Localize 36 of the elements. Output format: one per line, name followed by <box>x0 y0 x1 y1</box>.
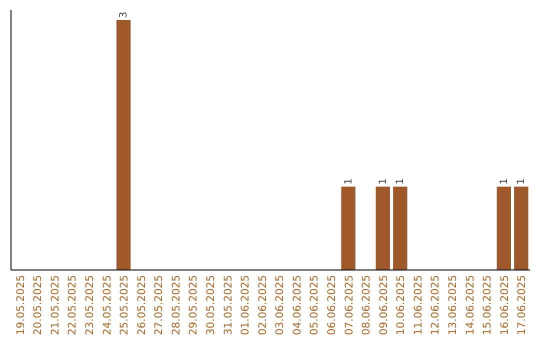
x-tick-label: 26.05.2025 <box>136 275 148 336</box>
x-tick-label: 01.06.2025 <box>240 275 252 336</box>
data-label: 1 <box>378 178 389 185</box>
x-tick-label: 16.06.2025 <box>498 275 511 336</box>
x-tick-label: 19.05.2025 <box>14 275 27 336</box>
x-tick-label: 17.06.2025 <box>516 275 528 336</box>
x-tick-label: 07.06.2025 <box>343 275 356 336</box>
x-tick-label: 28.05.2025 <box>170 275 182 336</box>
x-tick-label: 20.05.2025 <box>32 275 44 336</box>
x-tick-label: 09.06.2025 <box>378 275 390 336</box>
x-tick-label: 21.05.2025 <box>49 275 62 336</box>
x-tick-label: 10.06.2025 <box>395 275 408 336</box>
data-label: 1 <box>343 178 354 185</box>
data-label: 3 <box>118 12 130 18</box>
x-tick-label: 30.05.2025 <box>204 275 217 336</box>
x-tick-label: 15.06.2025 <box>482 275 494 336</box>
x-tick-label: 22.05.2025 <box>66 275 79 336</box>
data-label: 1 <box>395 178 406 185</box>
x-tick-label: 11.06.2025 <box>412 275 424 336</box>
data-label: 1 <box>498 178 510 185</box>
x-tick-label: 05.06.2025 <box>308 275 321 336</box>
x-tick-label: 08.06.2025 <box>360 275 373 336</box>
x-tick-label: 13.06.2025 <box>447 275 460 336</box>
x-tick-label: 06.06.2025 <box>326 275 338 336</box>
x-tick-label: 12.06.2025 <box>430 275 442 336</box>
x-tick-label: 31.05.2025 <box>222 275 234 336</box>
x-tick-label: 25.05.2025 <box>118 275 131 336</box>
x-tick-label: 04.06.2025 <box>291 275 304 336</box>
x-tick-label: 29.05.2025 <box>188 275 200 336</box>
x-tick-label: 02.06.2025 <box>256 275 269 336</box>
data-label: 1 <box>516 178 528 185</box>
x-tick-label: 03.06.2025 <box>274 275 286 336</box>
x-tick-label: 23.05.2025 <box>84 275 96 336</box>
x-tick-label: 14.06.2025 <box>464 275 476 336</box>
x-tick-label: 24.05.2025 <box>101 275 114 336</box>
x-tick-label: 27.05.2025 <box>153 275 166 336</box>
